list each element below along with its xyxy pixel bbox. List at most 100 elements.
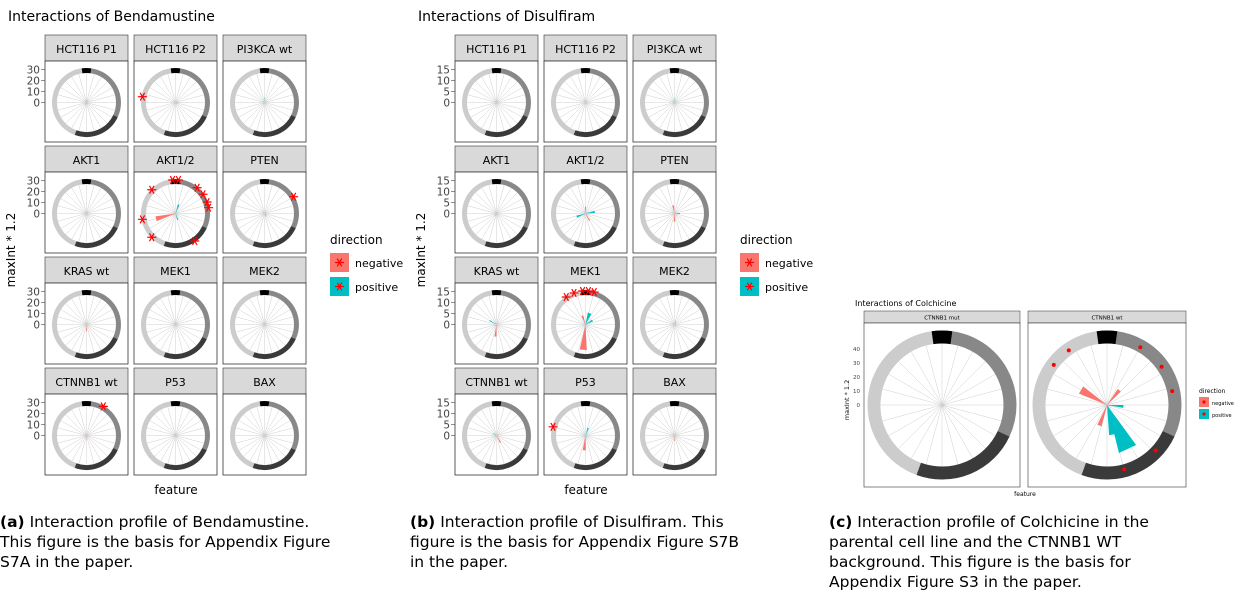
legend-label-negative: negative	[765, 257, 813, 270]
facet-4-ring-mid	[179, 179, 210, 229]
y-tick-label: 10	[437, 187, 450, 199]
facet-label: HCT116 P2	[145, 43, 206, 56]
caption-c-line-1: Interaction profile of Colchicine in the	[852, 513, 1149, 531]
facet-0-ring-dark	[484, 114, 528, 137]
facet-9-ring-mid	[500, 401, 531, 451]
facet-strip	[454, 367, 539, 395]
figure-canvas: Interactions of Bendamustine maxInt * 1.2…	[4, 9, 1234, 498]
facet-label: BAX	[253, 376, 276, 389]
caption-c-label: (c)	[829, 513, 853, 531]
facet-4-ring-dark	[573, 225, 617, 248]
y-tick-label: 10	[437, 76, 450, 88]
facet-1-ring-light	[141, 68, 175, 135]
facet-1-bar-3	[1107, 389, 1121, 405]
caption-b-line-1: Interaction profile of Disulfiram. This	[435, 513, 724, 531]
facet-strip	[222, 145, 307, 173]
y-axis-label: maxInt * 1.2	[4, 213, 18, 288]
facet-4-bar-3	[585, 213, 591, 221]
panel-title: Interactions of Bendamustine	[8, 9, 215, 25]
facet-7-ring-dark	[163, 336, 207, 359]
facet-1-ring-light	[1032, 330, 1105, 476]
legend-label-positive: positive	[765, 281, 808, 294]
caption-b-label: (b)	[410, 513, 436, 531]
facet-4-ring-light	[551, 179, 585, 246]
y-tick-label: 0	[443, 431, 450, 443]
panel-title: Interactions of Disulfiram	[418, 9, 595, 25]
facet-2-ring-dark	[252, 114, 296, 137]
facet-1-grid	[556, 73, 615, 132]
facet-5-ring-dark	[662, 225, 706, 248]
facet-strip	[454, 256, 539, 284]
facet-strip	[44, 34, 129, 62]
facet-7-ring-mid	[589, 290, 620, 340]
caption-b-line-2: figure is the basis for Appendix Figure …	[410, 533, 740, 551]
facet-4-bar-2	[175, 213, 179, 221]
facet-0-bar-0	[496, 99, 498, 103]
y-tick-label: 0	[443, 98, 450, 110]
facet-9-ring-light	[462, 401, 496, 468]
facet-0-grid	[57, 73, 116, 132]
y-tick-label: 10	[27, 309, 40, 321]
facet-4-star-9	[137, 215, 148, 224]
facet-5-ring-dark	[252, 225, 296, 248]
facet-label: PI3KCA wt	[647, 43, 703, 56]
facet-3-ring-dark	[484, 225, 528, 248]
facet-10-ring-light	[551, 401, 585, 468]
facet-9-star-0	[98, 402, 108, 411]
facet-strip	[44, 145, 129, 173]
facet-label: PI3KCA wt	[237, 43, 293, 56]
facet-0-ring-mid	[950, 331, 1017, 437]
facet-7-ring-dark	[573, 336, 617, 359]
x-axis-label: feature	[154, 483, 197, 497]
y-tick-label: 40	[853, 347, 860, 353]
facet-6-bar-1	[489, 319, 497, 325]
y-tick-label: 15	[437, 176, 450, 188]
facet-1-ring-dark	[573, 114, 617, 137]
facet-9-bar-0	[496, 435, 502, 443]
facet-10-ring-dark	[163, 447, 207, 470]
facet-3-grid	[467, 184, 526, 243]
y-tick-label: 30	[27, 176, 40, 188]
legend-label-positive: positive	[1212, 413, 1232, 419]
legend-star-positive	[744, 282, 755, 291]
facet-0-ring-light	[462, 68, 496, 135]
y-tick-label: 15	[437, 398, 450, 410]
facet-8-ring-dark	[252, 336, 296, 359]
y-axis-label: maxInt * 1.2	[414, 213, 428, 288]
facet-4-star-4	[198, 190, 208, 199]
x-axis-label: feature	[1014, 491, 1036, 498]
facet-9-ring-mid	[90, 401, 121, 451]
y-tick-label: 30	[27, 287, 40, 299]
facet-label: P53	[575, 376, 596, 389]
facet-label: AKT1/2	[156, 154, 194, 167]
facet-9-ring-dark	[484, 447, 528, 470]
facet-9-ring-light	[52, 401, 86, 468]
facet-11-ring-mid	[268, 401, 299, 451]
facet-1-star-1	[1066, 348, 1071, 353]
facet-4-bar-0	[155, 213, 176, 222]
facet-strip	[454, 145, 539, 173]
caption-b: (b) Interaction profile of Disulfiram. T…	[410, 512, 820, 572]
facet-1-grid	[146, 73, 205, 132]
facet-7-bar-3	[585, 319, 593, 325]
facet-0-ring-dark	[74, 114, 118, 137]
facet-label: CTNNB1 mut	[924, 316, 960, 322]
facet-strip	[543, 145, 628, 173]
facet-10-bar-1	[585, 427, 589, 436]
legend-title: direction	[330, 233, 383, 247]
facet-6-ring-light	[462, 290, 496, 357]
facet-label: CTNNB1 wt	[55, 376, 118, 389]
facet-strip	[222, 367, 307, 395]
facet-1-ring-light	[551, 68, 585, 135]
y-axis-label: maxInt * 1.2	[843, 380, 851, 420]
facet-7-star-4	[589, 287, 599, 297]
facet-0-ring-mid	[500, 68, 531, 118]
facet-6-ring-mid	[500, 290, 531, 340]
facet-1-star-6	[1122, 467, 1127, 472]
facet-7: MEK1	[543, 256, 628, 365]
legend-star-negative	[334, 258, 345, 267]
facet-11-ring-light	[230, 401, 264, 468]
facet-4-star-2	[173, 175, 184, 185]
